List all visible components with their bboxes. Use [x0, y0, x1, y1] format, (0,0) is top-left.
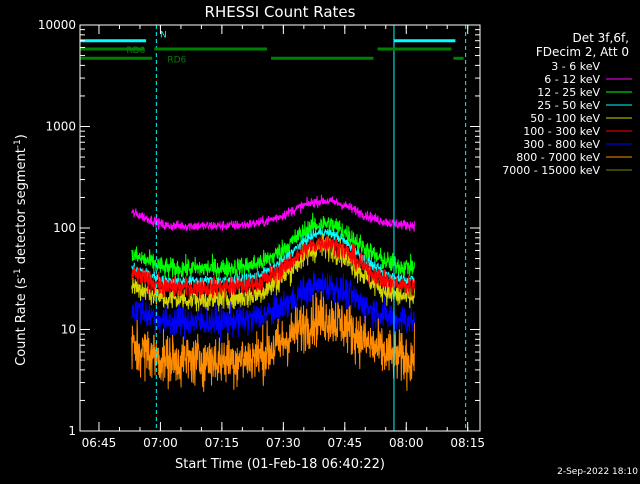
- legend-label: 12 - 25 keV: [537, 86, 600, 99]
- y-tick-label: 10000: [38, 18, 76, 32]
- y-tick-label: 100: [53, 221, 76, 235]
- series-line-2: [131, 212, 415, 283]
- date-stamp: 2-Sep-2022 18:10: [557, 467, 638, 477]
- legend-label: 50 - 100 keV: [530, 112, 600, 125]
- rd0-label: RD0: [126, 46, 145, 56]
- chart-title: RHESSI Count Rates: [205, 3, 356, 21]
- legend-label: 6 - 12 keV: [544, 73, 600, 86]
- legend-header-line-1: Det 3f,6f,: [573, 31, 630, 45]
- legend-label: 7000 - 15000 keV: [502, 164, 600, 177]
- legend-label: 25 - 50 keV: [537, 99, 600, 112]
- legend-header-line-2: FDecim 2, Att 0: [536, 45, 629, 59]
- x-axis-label: Start Time (01-Feb-18 06:40:22): [175, 457, 385, 472]
- y-tick-label: 10: [61, 323, 76, 337]
- series-line-6: [131, 270, 415, 342]
- series-line-7: [131, 291, 415, 392]
- legend-label: 800 - 7000 keV: [516, 151, 600, 164]
- plot-area: N RD0 RD6 1 10 100 1000 10000 06:45 07:00 07:15 07:…: [38, 18, 485, 450]
- legend-header: Det 3f,6f, FDecim 2, Att 0: [536, 31, 629, 59]
- y-axis-label: Count Rate (s-1 detector segment-1): [13, 134, 29, 366]
- x-tick-label: 08:15: [450, 436, 485, 450]
- y-tick-label: 1000: [45, 120, 76, 134]
- series-line-0: [131, 111, 415, 138]
- x-tick-label: 07:30: [266, 436, 301, 450]
- legend-label: 300 - 800 keV: [523, 138, 600, 151]
- series-line-1: [131, 194, 415, 232]
- legend-label: 3 - 6 keV: [551, 60, 600, 73]
- x-tick-label: 07:45: [328, 436, 363, 450]
- legend-label: 100 - 300 keV: [523, 125, 600, 138]
- y-tick-label: 1: [68, 424, 76, 438]
- series-line-5: [131, 234, 415, 301]
- x-tick-label: 07:00: [143, 436, 178, 450]
- x-tick-label: 07:15: [205, 436, 240, 450]
- x-tick-label: 08:00: [389, 436, 424, 450]
- night-label: N: [160, 31, 167, 41]
- x-tick-label: 06:45: [82, 436, 117, 450]
- svg-text:Count Rate (s-1 detector segme: Count Rate (s-1 detector segment-1): [13, 134, 29, 366]
- rd6-label: RD6: [167, 55, 186, 65]
